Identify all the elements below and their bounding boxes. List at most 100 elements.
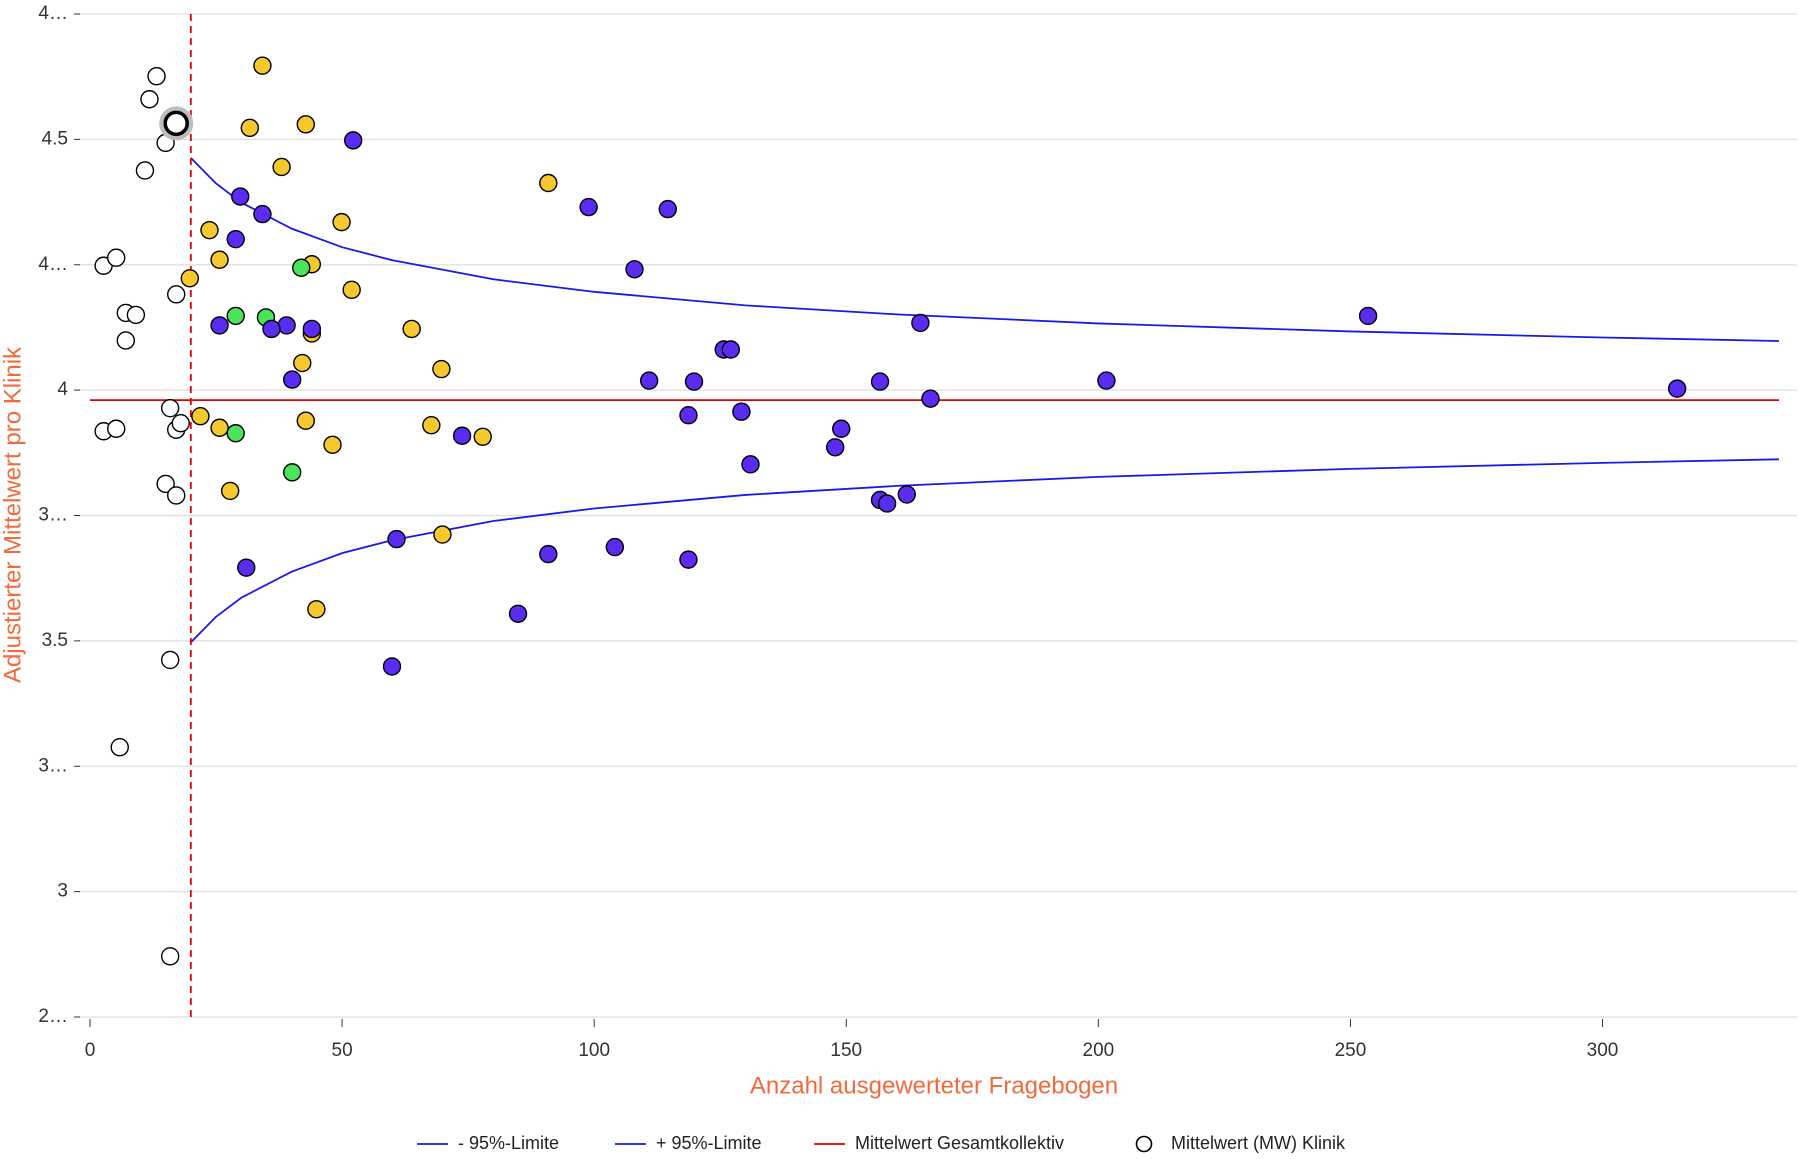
point	[732, 402, 751, 421]
line	[190, 458, 1780, 644]
point	[116, 331, 135, 350]
x-tick-label: 250	[1335, 1040, 1367, 1061]
y-tick-label: 3	[57, 881, 68, 902]
point	[210, 250, 229, 269]
point	[171, 414, 190, 433]
point	[539, 544, 558, 564]
point	[147, 66, 166, 86]
point	[432, 359, 451, 379]
point	[1667, 379, 1687, 398]
point	[220, 481, 240, 501]
point	[296, 115, 315, 134]
point	[110, 737, 129, 757]
point	[1358, 306, 1378, 326]
point	[825, 438, 845, 457]
y-tick-label: 3.5	[42, 630, 68, 651]
point	[877, 494, 897, 513]
point	[332, 212, 351, 232]
point	[107, 419, 126, 438]
x-tick-label: 150	[830, 1040, 862, 1061]
point	[277, 316, 296, 335]
point	[679, 550, 698, 569]
point	[253, 56, 272, 75]
point	[605, 537, 625, 557]
y-axis-title: Adjustierter Mittelwert pro Klinik	[0, 346, 26, 683]
x-tick-label: 100	[578, 1040, 610, 1061]
point	[167, 486, 186, 505]
point	[307, 600, 326, 619]
point	[296, 411, 315, 430]
point	[422, 416, 441, 435]
point	[262, 319, 281, 339]
y-tick-label: 3…	[38, 755, 68, 776]
x-tick-label: 300	[1587, 1040, 1619, 1061]
point	[382, 657, 402, 676]
point	[323, 435, 342, 454]
point	[200, 220, 219, 240]
point	[107, 248, 126, 267]
legend-text: + 95%-Limite	[656, 1133, 762, 1153]
point	[741, 455, 760, 474]
point	[160, 398, 180, 418]
point	[282, 370, 302, 389]
point	[282, 463, 302, 482]
point	[272, 157, 291, 177]
y-tick-label: 4…	[38, 3, 68, 24]
point	[897, 485, 916, 504]
point	[226, 424, 245, 443]
point	[342, 280, 361, 300]
point	[684, 372, 704, 391]
legend-text: Mittelwert Gesamtkollektiv	[855, 1133, 1064, 1153]
y-tick-label: 2…	[38, 1006, 68, 1027]
x-axis-title: Anzahl ausgewerteter Fragebogen	[750, 1072, 1118, 1099]
point	[237, 558, 256, 577]
point	[231, 187, 250, 206]
point	[387, 529, 406, 549]
line	[190, 157, 1780, 342]
point	[911, 313, 930, 333]
point	[126, 305, 146, 325]
point	[402, 319, 421, 339]
point	[135, 161, 155, 180]
point	[160, 650, 180, 670]
point	[191, 407, 210, 426]
point	[639, 371, 659, 390]
point	[156, 474, 175, 494]
point	[832, 419, 851, 438]
point	[292, 258, 311, 277]
x-tick-label: 200	[1083, 1040, 1115, 1061]
point	[253, 204, 272, 224]
point	[302, 319, 322, 339]
x-tick-label: 50	[332, 1040, 353, 1061]
point	[579, 197, 598, 217]
point	[226, 306, 245, 326]
point	[240, 118, 260, 138]
point	[870, 372, 890, 391]
point	[293, 353, 312, 373]
legend-swatch	[1135, 1135, 1153, 1153]
y-tick-label: 4	[57, 379, 68, 400]
point	[679, 406, 698, 425]
point	[658, 199, 677, 219]
point	[721, 340, 741, 359]
point	[539, 173, 558, 193]
point	[167, 285, 186, 304]
point	[625, 260, 644, 279]
x-tick-label: 0	[85, 1040, 96, 1061]
legend-text: - 95%-Limite	[458, 1133, 559, 1153]
point	[921, 389, 940, 408]
point	[140, 90, 159, 109]
point	[433, 525, 452, 544]
point	[452, 426, 472, 445]
point	[473, 427, 492, 446]
point	[163, 110, 189, 137]
point	[180, 269, 200, 288]
point	[210, 316, 229, 335]
point	[210, 418, 229, 437]
y-tick-label: 4…	[38, 254, 68, 275]
point	[226, 229, 245, 249]
point	[343, 131, 363, 150]
legend-text: Mittelwert (MW) Klinik	[1171, 1133, 1346, 1153]
point	[1097, 371, 1116, 390]
